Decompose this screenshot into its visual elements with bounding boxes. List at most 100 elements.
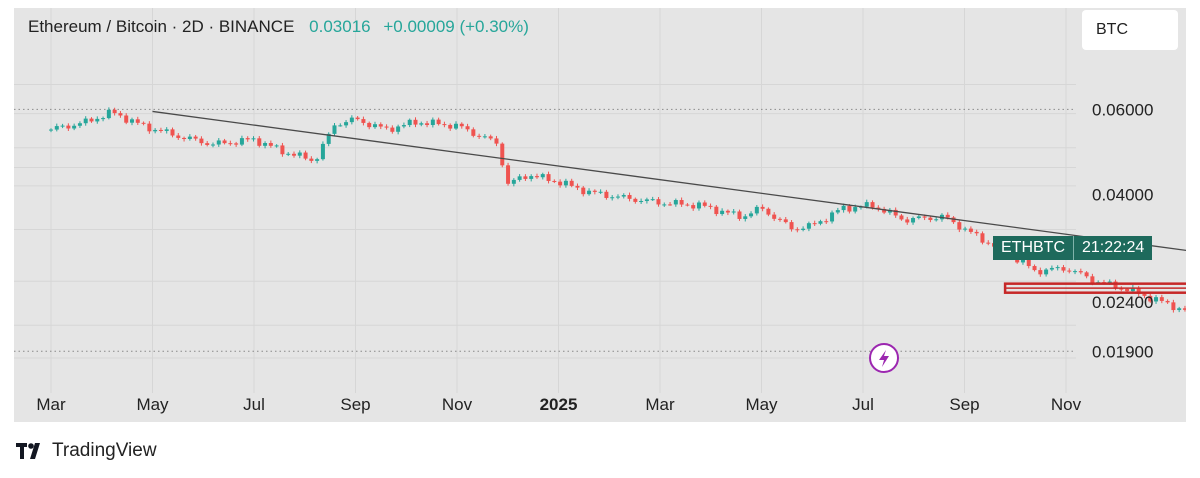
candle-body [205, 143, 210, 145]
candle-body [558, 181, 563, 186]
candle-body [905, 219, 910, 223]
candle-body [187, 136, 192, 140]
candle-body [1061, 267, 1066, 271]
candle-body [280, 145, 285, 155]
candle-body [147, 123, 152, 132]
currency-button[interactable]: BTC [1082, 10, 1178, 50]
x-tick-label: May [136, 395, 169, 414]
candle-body [344, 122, 349, 126]
candle-body [268, 143, 273, 146]
candle-body [668, 204, 673, 206]
candle-body [1090, 276, 1095, 283]
candle-body [1154, 297, 1159, 302]
candle-body [818, 221, 823, 224]
candle-body [951, 217, 956, 223]
candle-body [604, 191, 609, 198]
candle-body [459, 123, 464, 127]
candle-body [442, 124, 447, 126]
price-change: +0.00009 (+0.30%) [383, 17, 529, 36]
candle-body [384, 126, 389, 128]
candle-body [795, 229, 800, 231]
candle-body [523, 176, 528, 179]
candle-body [1171, 302, 1176, 311]
candle-body [430, 119, 435, 126]
brand-name: TradingView [52, 440, 157, 461]
candle-body [297, 152, 302, 156]
candle-body [546, 174, 551, 181]
candle-body [1177, 308, 1182, 311]
candle-body [49, 129, 53, 131]
candle-body [326, 133, 331, 144]
candle-body [349, 117, 354, 123]
candle-body [390, 127, 395, 132]
candle-body [650, 199, 655, 201]
candle-body [338, 125, 343, 127]
candle-body [783, 219, 788, 223]
candle-body [309, 158, 314, 161]
candle-body [766, 208, 771, 215]
candle-body [1159, 297, 1164, 301]
candle-body [89, 118, 94, 122]
x-tick-label: May [745, 395, 778, 414]
candle-body [465, 126, 470, 130]
candle-body [1125, 288, 1130, 292]
candle-body [911, 218, 916, 223]
candle-body [118, 113, 123, 116]
candle-body [633, 198, 638, 202]
candle-body [1049, 267, 1054, 270]
x-tick-label: Mar [645, 395, 675, 414]
candle-body [922, 216, 927, 218]
candle-body [876, 207, 881, 209]
candle-body [853, 207, 858, 212]
candle-body [477, 135, 482, 137]
candle-body [106, 109, 111, 119]
price-chart[interactable]: 0.06000 0.04000 0.02400 0.01900 Mar May Jul Se… [14, 8, 1186, 422]
candle-body [529, 176, 534, 179]
candle-body [158, 129, 163, 131]
candle-body [772, 214, 777, 219]
candle-body [986, 242, 991, 244]
tradingview-logo-icon [16, 443, 40, 459]
candle-body [639, 201, 644, 203]
candle-body [425, 123, 430, 126]
candle-body [1038, 270, 1043, 275]
candle-body [1055, 267, 1060, 269]
candle-body [1182, 308, 1186, 310]
candle-body [199, 138, 204, 144]
x-tick-label: 2025 [540, 395, 578, 414]
candle-body [847, 205, 852, 212]
x-tick-label: Nov [442, 395, 473, 414]
candle-body [1113, 281, 1118, 289]
candle-body [801, 228, 806, 230]
y-tick-label: 0.01900 [1092, 342, 1153, 361]
candle-body [1119, 288, 1124, 290]
candle-body [720, 210, 725, 215]
candle-body [234, 143, 239, 145]
candle-body [488, 136, 493, 139]
chart-panel[interactable]: 0.06000 0.04000 0.02400 0.01900 Mar May Jul Se… [14, 8, 1186, 422]
candle-body [245, 138, 250, 140]
candle-body [563, 180, 568, 186]
candle-body [830, 212, 835, 222]
candle-body [934, 219, 939, 221]
symbol-header: Ethereum / Bitcoin · 2D · BINANCE 0.0301… [28, 17, 529, 37]
candle-body [864, 202, 869, 207]
candle-body [610, 197, 615, 199]
candle-body [928, 217, 933, 220]
candle-body [673, 200, 678, 205]
candle-body [1073, 271, 1078, 273]
lightning-icon-bolt [879, 350, 889, 367]
x-tick-label: Jul [243, 395, 265, 414]
candle-body [1067, 270, 1072, 272]
candle-body [587, 190, 592, 195]
candle-body [725, 210, 730, 213]
candle-body [841, 205, 846, 211]
candle-body [1148, 295, 1153, 302]
candle-body [482, 136, 487, 138]
candle-body [170, 129, 175, 136]
candle-body [83, 118, 88, 124]
candle-body [743, 216, 748, 219]
candle-body [754, 206, 759, 214]
candle-body [72, 125, 77, 129]
y-tick-label: 0.06000 [1092, 100, 1153, 119]
